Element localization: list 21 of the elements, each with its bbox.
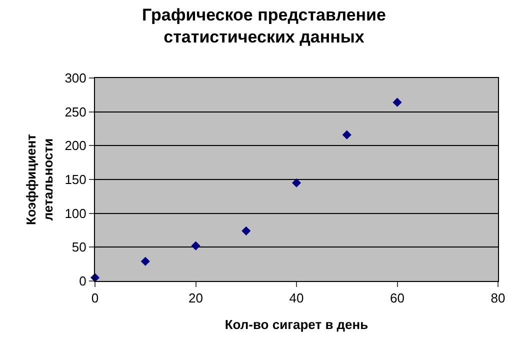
x-tick-label: 80 — [490, 290, 506, 306]
chart-title: Графическое представление статистических данных — [142, 5, 386, 47]
x-tick-label: 20 — [188, 290, 203, 306]
point — [140, 256, 150, 266]
y-tick-label: 100 — [64, 206, 86, 221]
y-tick-label: 0 — [79, 274, 86, 289]
y-tick-label: 250 — [64, 104, 86, 120]
x-axis-title: Кол-во сигарет в день — [224, 317, 368, 332]
y-tick-label: 300 — [64, 70, 86, 86]
y-axis-title: Коэффициент летальности — [24, 134, 56, 226]
x-tick-label: 0 — [91, 290, 99, 306]
point — [242, 226, 251, 236]
point — [292, 178, 302, 188]
y-tick-label: 50 — [72, 240, 86, 255]
y-tick-label: 150 — [64, 172, 86, 188]
point — [191, 241, 200, 250]
y-tick-label: 200 — [64, 138, 86, 154]
point — [392, 98, 402, 107]
x-tick-label: 60 — [390, 290, 404, 306]
x-tick-label: 40 — [289, 290, 304, 306]
point — [342, 130, 352, 140]
